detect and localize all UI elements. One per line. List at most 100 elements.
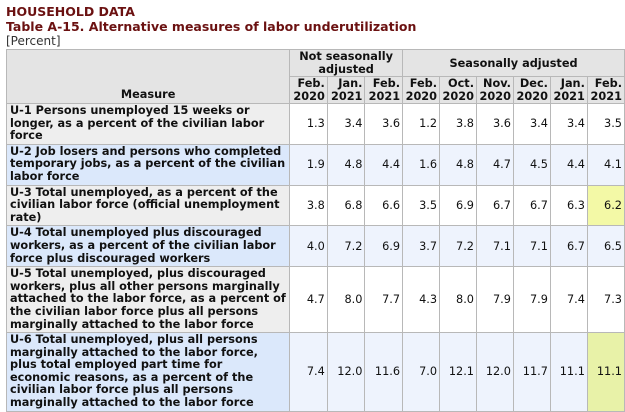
value-cell: 11.7 (512, 332, 551, 412)
value-cell: 3.7 (402, 225, 441, 268)
column-year: 2021 (553, 90, 585, 103)
labor-underutilization-table: Measure Not seasonally adjusted Seasonal… (5, 49, 625, 412)
value-cell: 7.2 (326, 225, 366, 268)
value-cell: 1.3 (289, 103, 328, 145)
measure-label: U-4 Total unemployed plus discouraged wo… (5, 225, 291, 268)
value-cell: 3.6 (364, 103, 404, 145)
column-month: Jan. (560, 77, 585, 90)
value-cell: 6.7 (512, 184, 551, 227)
group-header-sa: Seasonally adjusted (402, 49, 625, 77)
table-row: U-6 Total unemployed, plus all persons m… (5, 332, 625, 412)
value-cell: 1.6 (402, 143, 441, 186)
measure-label: U-1 Persons unemployed 15 weeks or longe… (5, 103, 291, 145)
column-month: Feb. (297, 77, 325, 90)
column-header: Feb. 2021 (364, 76, 404, 104)
value-cell: 7.2 (439, 225, 477, 268)
measure-label: U-3 Total unemployed, as a percent of th… (5, 184, 291, 227)
value-cell: 4.5 (512, 143, 551, 186)
value-cell: 6.7 (476, 184, 514, 227)
value-cell: 6.6 (364, 184, 404, 227)
column-year: 2021 (368, 90, 401, 103)
column-month: Oct. (448, 77, 474, 90)
column-year: 2021 (330, 90, 363, 103)
value-cell: 6.9 (364, 225, 404, 268)
value-cell: 3.5 (586, 103, 625, 145)
value-cell: 11.6 (364, 332, 404, 412)
column-header: Jan. 2021 (549, 76, 588, 104)
group-header-nsa: Not seasonally adjusted (289, 49, 404, 77)
value-cell: 3.4 (326, 103, 366, 145)
column-header: Feb. 2021 (586, 76, 625, 104)
column-month: Feb. (594, 77, 622, 90)
value-cell: 4.4 (364, 143, 404, 186)
value-cell: 4.7 (289, 266, 328, 334)
value-cell: 3.4 (549, 103, 588, 145)
value-cell: 4.8 (326, 143, 366, 186)
value-cell: 8.0 (326, 266, 366, 334)
section-title: HOUSEHOLD DATA (6, 4, 135, 19)
column-month: Feb. (372, 77, 401, 90)
value-cell: 7.1 (512, 225, 551, 268)
value-cell: 7.0 (402, 332, 441, 412)
value-cell: 7.3 (586, 266, 625, 334)
value-cell: 1.2 (402, 103, 441, 145)
value-cell: 7.7 (364, 266, 404, 334)
value-cell: 7.4 (549, 266, 588, 334)
column-year: 2020 (293, 90, 325, 103)
value-cell: 6.3 (549, 184, 588, 227)
column-header: Oct. 2020 (439, 76, 477, 104)
value-cell: 12.1 (439, 332, 477, 412)
column-year: 2020 (479, 90, 511, 103)
value-cell: 3.8 (439, 103, 477, 145)
column-month: Dec. (519, 77, 548, 90)
highlighted-value-cell: 11.1 (586, 332, 625, 412)
column-month: Jan. (338, 77, 363, 90)
value-cell: 4.0 (289, 225, 328, 268)
value-cell: 4.4 (549, 143, 588, 186)
value-cell: 12.0 (476, 332, 514, 412)
value-cell: 6.9 (439, 184, 477, 227)
measure-label: U-5 Total unemployed, plus discouraged w… (5, 266, 291, 334)
value-cell: 3.6 (476, 103, 514, 145)
table-row: U-1 Persons unemployed 15 weeks or longe… (5, 103, 625, 145)
value-cell: 12.0 (326, 332, 366, 412)
value-cell: 8.0 (439, 266, 477, 334)
column-year: 2021 (590, 90, 622, 103)
column-header: Feb. 2020 (289, 76, 328, 104)
column-month: Feb. (409, 77, 438, 90)
value-cell: 6.7 (549, 225, 588, 268)
table-row: U-5 Total unemployed, plus discouraged w… (5, 266, 625, 334)
value-cell: 3.8 (289, 184, 328, 227)
measure-label: U-6 Total unemployed, plus all persons m… (5, 332, 291, 412)
value-cell: 1.9 (289, 143, 328, 186)
column-header: Dec. 2020 (512, 76, 551, 104)
value-cell: 3.5 (402, 184, 441, 227)
measure-header: Measure (5, 49, 291, 104)
value-cell: 7.1 (476, 225, 514, 268)
value-cell: 4.7 (476, 143, 514, 186)
value-cell: 6.8 (326, 184, 366, 227)
value-cell: 7.4 (289, 332, 328, 412)
value-cell: 4.1 (586, 143, 625, 186)
table-row: U-4 Total unemployed plus discouraged wo… (5, 225, 625, 268)
value-cell: 7.9 (512, 266, 551, 334)
measure-label: U-2 Job losers and persons who completed… (5, 143, 291, 186)
highlighted-value-cell: 6.2 (586, 184, 625, 227)
column-year: 2020 (516, 90, 548, 103)
value-cell: 11.1 (549, 332, 588, 412)
table-title: Table A-15. Alternative measures of labo… (6, 19, 417, 34)
column-header: Feb. 2020 (402, 76, 441, 104)
value-cell: 4.3 (402, 266, 441, 334)
column-header: Jan. 2021 (326, 76, 366, 104)
value-cell: 3.4 (512, 103, 551, 145)
value-cell: 4.8 (439, 143, 477, 186)
column-year: 2020 (405, 90, 438, 103)
column-year: 2020 (442, 90, 474, 103)
table-row: U-3 Total unemployed, as a percent of th… (5, 184, 625, 227)
column-month: Nov. (483, 77, 511, 90)
column-header: Nov. 2020 (476, 76, 514, 104)
table-row: U-2 Job losers and persons who completed… (5, 143, 625, 186)
unit-label: [Percent] (6, 34, 61, 48)
value-cell: 7.9 (476, 266, 514, 334)
